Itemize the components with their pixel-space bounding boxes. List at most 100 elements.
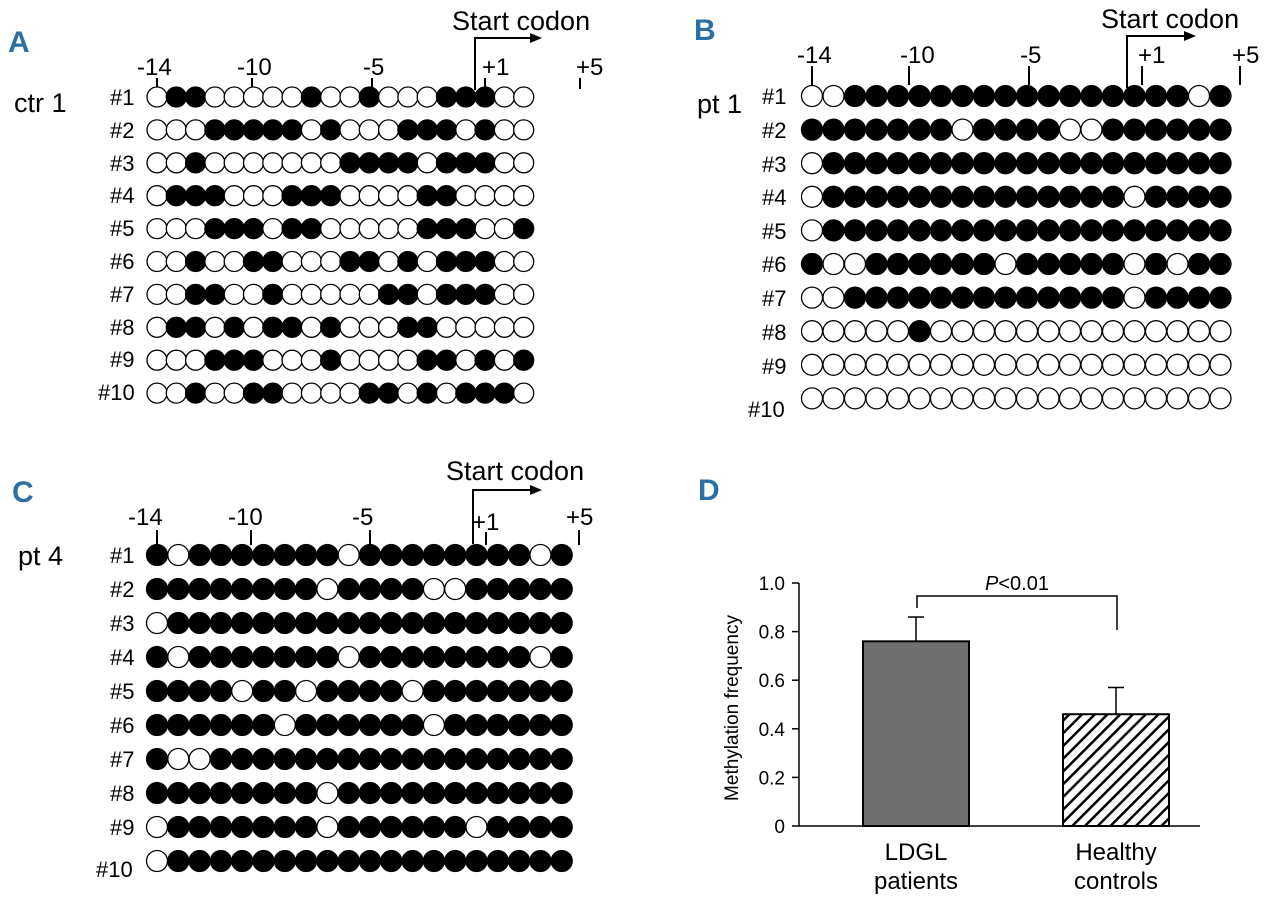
methylated-cpg-dot bbox=[188, 849, 211, 873]
methylated-cpg-dot bbox=[908, 219, 931, 242]
clone-label: #8 bbox=[110, 315, 134, 340]
unmethylated-cpg-dot bbox=[513, 283, 535, 306]
unmethylated-cpg-dot bbox=[1144, 387, 1168, 410]
unmethylated-cpg-dot bbox=[242, 152, 265, 174]
unmethylated-cpg-dot bbox=[320, 86, 342, 108]
unmethylated-cpg-dot bbox=[455, 185, 477, 207]
methylated-cpg-dot bbox=[209, 713, 233, 737]
start-codon-arrow bbox=[474, 37, 532, 90]
unmethylated-cpg-dot bbox=[886, 320, 910, 343]
unmethylated-cpg-dot bbox=[223, 250, 245, 273]
methylated-cpg-dot bbox=[337, 611, 360, 635]
unmethylated-cpg-dot bbox=[422, 713, 446, 737]
p-value-symbol: P bbox=[985, 573, 999, 595]
methylated-cpg-dot bbox=[455, 382, 477, 404]
methylated-cpg-dot bbox=[273, 577, 296, 601]
unmethylated-cpg-dot bbox=[886, 387, 910, 410]
methylated-cpg-dot bbox=[204, 349, 226, 371]
methylated-cpg-dot bbox=[486, 577, 509, 601]
unmethylated-cpg-dot bbox=[865, 387, 888, 410]
unmethylated-cpg-dot bbox=[167, 747, 190, 771]
methylated-cpg-dot bbox=[273, 611, 296, 635]
unmethylated-cpg-dot bbox=[300, 250, 323, 273]
unmethylated-cpg-dot bbox=[929, 353, 953, 376]
methylated-cpg-dot bbox=[444, 611, 467, 635]
methylated-cpg-dot bbox=[204, 283, 226, 306]
methylated-cpg-dot bbox=[188, 815, 211, 839]
methylated-cpg-dot bbox=[1080, 152, 1103, 175]
methylated-cpg-dot bbox=[145, 577, 169, 601]
position-label: -14 bbox=[128, 504, 163, 531]
methylated-cpg-dot bbox=[397, 316, 419, 338]
clone-label: #1 bbox=[110, 85, 134, 110]
clone-label: #6 bbox=[110, 249, 134, 274]
methylated-cpg-dot bbox=[465, 781, 488, 805]
unmethylated-cpg-dot bbox=[146, 283, 168, 306]
clone-labels: #1 #2 #3 #4 #5 #6 #7 #8 #9 #10 bbox=[96, 543, 134, 882]
position-label: +5 bbox=[576, 54, 603, 81]
methylated-cpg-dot bbox=[209, 849, 233, 873]
methylation-grid bbox=[145, 543, 573, 873]
bracket-line bbox=[916, 595, 1118, 630]
methylation-grid bbox=[800, 84, 1232, 410]
methylated-cpg-dot bbox=[507, 747, 531, 771]
unmethylated-cpg-dot bbox=[822, 387, 845, 410]
methylated-cpg-dot bbox=[465, 577, 488, 601]
sample-label: pt 4 bbox=[18, 541, 63, 571]
unmethylated-cpg-dot bbox=[513, 316, 535, 338]
methylated-cpg-dot bbox=[422, 747, 446, 771]
unmethylated-cpg-dot bbox=[1080, 387, 1103, 410]
unmethylated-cpg-dot bbox=[908, 387, 931, 410]
unmethylated-cpg-dot bbox=[493, 152, 516, 174]
methylated-cpg-dot bbox=[908, 118, 931, 141]
unmethylated-cpg-dot bbox=[422, 577, 446, 601]
methylated-cpg-dot bbox=[951, 219, 974, 242]
arrow-head bbox=[530, 485, 542, 495]
unmethylated-cpg-dot bbox=[358, 349, 380, 371]
unmethylated-cpg-dot bbox=[435, 382, 458, 404]
methylated-cpg-dot bbox=[1187, 185, 1211, 208]
unmethylated-cpg-dot bbox=[1209, 353, 1232, 376]
unmethylated-cpg-dot bbox=[1037, 353, 1060, 376]
unmethylated-cpg-dot bbox=[416, 250, 438, 273]
methylated-cpg-dot bbox=[281, 119, 303, 141]
methylated-cpg-dot bbox=[337, 781, 360, 805]
start-codon-label: Start codon bbox=[452, 6, 590, 36]
methylated-cpg-dot bbox=[401, 645, 424, 669]
unmethylated-cpg-dot bbox=[1187, 320, 1211, 343]
methylated-cpg-dot bbox=[1037, 118, 1060, 141]
unmethylated-cpg-dot bbox=[401, 679, 424, 703]
unmethylated-cpg-dot bbox=[300, 349, 323, 371]
methylated-cpg-dot bbox=[886, 185, 910, 208]
unmethylated-cpg-dot bbox=[1123, 252, 1146, 276]
unmethylated-cpg-dot bbox=[951, 320, 974, 343]
methylated-cpg-dot bbox=[316, 849, 339, 873]
methylated-cpg-dot bbox=[358, 645, 382, 669]
unmethylated-cpg-dot bbox=[145, 815, 169, 839]
methylated-cpg-dot bbox=[416, 119, 438, 141]
unmethylated-cpg-dot bbox=[1123, 387, 1146, 410]
methylated-cpg-dot bbox=[507, 679, 531, 703]
methylated-cpg-dot bbox=[455, 86, 477, 108]
methylated-cpg-dot bbox=[337, 679, 360, 703]
unmethylated-cpg-dot bbox=[529, 645, 552, 669]
unmethylated-cpg-dot bbox=[513, 119, 535, 141]
unmethylated-cpg-dot bbox=[800, 286, 824, 309]
methylated-cpg-dot bbox=[294, 849, 318, 873]
unmethylated-cpg-dot bbox=[300, 382, 323, 404]
methylated-cpg-dot bbox=[865, 286, 888, 309]
methylated-cpg-dot bbox=[262, 382, 284, 404]
methylated-cpg-dot bbox=[822, 118, 845, 141]
methylated-cpg-dot bbox=[1209, 84, 1232, 108]
unmethylated-cpg-dot bbox=[358, 119, 380, 141]
unmethylated-cpg-dot bbox=[800, 152, 824, 175]
methylated-cpg-dot bbox=[358, 815, 382, 839]
methylated-cpg-dot bbox=[444, 815, 467, 839]
unmethylated-cpg-dot bbox=[165, 152, 187, 174]
methylated-cpg-dot bbox=[416, 217, 438, 240]
unmethylated-cpg-dot bbox=[397, 349, 419, 371]
unmethylated-cpg-dot bbox=[1166, 353, 1189, 376]
unmethylated-cpg-dot bbox=[316, 815, 339, 839]
unmethylated-cpg-dot bbox=[1037, 320, 1060, 343]
unmethylated-cpg-dot bbox=[223, 152, 245, 174]
